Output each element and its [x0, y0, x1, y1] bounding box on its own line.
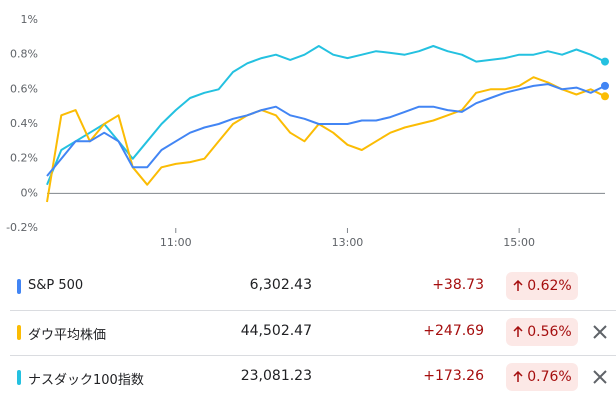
- y-tick-label: 0%: [21, 186, 38, 199]
- y-tick-label: 1%: [21, 13, 38, 26]
- percent-badge: 0.56%: [506, 317, 578, 346]
- price: 23,081.23: [240, 368, 312, 384]
- y-tick-label: -0.2%: [6, 221, 38, 234]
- end-dot: [601, 92, 609, 101]
- series-indicator: [17, 370, 21, 385]
- quote-row: ナスダック100指数 23,081.23 +173.26 0.76%: [0, 355, 616, 400]
- end-dot: [601, 57, 609, 66]
- change: +38.73: [432, 277, 484, 293]
- y-tick-label: 0.8%: [10, 48, 38, 61]
- percent: 0.56%: [527, 323, 572, 340]
- up-arrow: [513, 325, 523, 337]
- series-line: [46, 45, 606, 186]
- series-indicator: [17, 324, 21, 340]
- end-dot: [601, 81, 609, 90]
- x-tick-label: 13:00: [332, 236, 364, 249]
- row-separator: [10, 309, 616, 311]
- close-icon: [593, 370, 607, 384]
- y-tick-label: 0.4%: [10, 117, 38, 130]
- up-arrow: [513, 371, 523, 382]
- y-tick-label: 0.2%: [10, 152, 38, 165]
- remove-button[interactable]: [590, 367, 610, 387]
- x-tick-label: 11:00: [160, 236, 192, 249]
- change: +247.69: [423, 322, 484, 339]
- y-tick-label: 0.6%: [10, 82, 38, 95]
- percent-badge: 0.76%: [506, 363, 578, 391]
- percent: 0.62%: [527, 278, 572, 294]
- quote-row: ダウ平均株価 44,502.47 +247.69 0.56%: [0, 309, 616, 355]
- chart: 1% 0.8% 0.6% 0.4% 0.2% 0% -0.2% 11:00 13:00 15:00: [6, 13, 609, 249]
- index-name: ダウ平均株価: [28, 327, 107, 343]
- price: 6,302.43: [249, 277, 312, 293]
- percent: 0.76%: [527, 369, 572, 385]
- x-tick-label: 15:00: [503, 236, 535, 249]
- change: +173.26: [423, 368, 484, 384]
- price: 44,502.47: [240, 322, 312, 339]
- remove-button[interactable]: [590, 322, 610, 342]
- close-icon: [593, 324, 607, 339]
- up-arrow: [513, 280, 523, 291]
- row-separator: [10, 355, 616, 356]
- series-indicator: [17, 279, 21, 294]
- percent-badge: 0.62%: [506, 272, 578, 300]
- series-line: [46, 83, 606, 177]
- index-name: ナスダック100指数: [28, 373, 144, 388]
- index-name: S&P 500: [28, 278, 84, 293]
- quote-row: S&P 500 6,302.43 +38.73 0.62%: [0, 264, 616, 309]
- series-line: [46, 76, 606, 203]
